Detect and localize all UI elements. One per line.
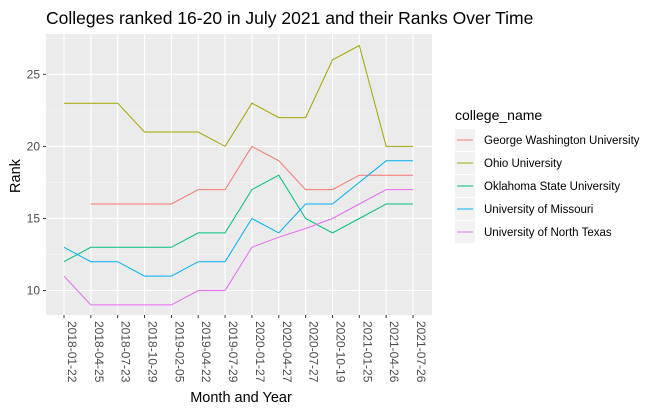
y-tick-label: 20 [27,139,41,153]
x-tick-label: 2020-04-27 [280,321,294,383]
series-lines [63,44,413,306]
legend-item-label: Oklahoma State University [484,181,620,193]
x-tick-label: 2019-07-29 [226,321,240,383]
x-tick-label: 2019-04-22 [199,321,213,383]
x-tick-label: 2020-10-19 [333,321,347,383]
y-tick-label: 25 [27,67,41,81]
legend[interactable]: college_name George Washington Universit… [455,107,640,243]
x-axis: 2018-01-22 2018-04-25 2018-07-23 2018-10-29… [63,315,428,383]
series-line-3 [63,160,413,277]
x-tick-label: 2018-10-29 [146,321,160,383]
y-axis-title: Rank [8,158,24,193]
y-axis: 10 15 20 25 [27,67,46,298]
legend-title: college_name [455,107,542,123]
x-tick-label: 2018-01-22 [65,321,79,383]
grid-major [46,34,432,315]
x-tick-label: 2018-07-23 [119,321,133,383]
y-tick-label: 10 [27,284,41,298]
x-tick-label: 2020-07-27 [307,321,321,383]
legend-item-label: University of North Texas [484,227,612,239]
x-tick-label: 2021-04-26 [387,321,401,383]
x-tick-label: 2021-01-25 [360,321,374,383]
x-tick-label: 2020-01-27 [253,321,267,383]
series-line-4 [63,189,413,306]
legend-item-label: George Washington University [484,135,640,147]
x-tick-label: 2019-02-05 [172,321,186,383]
chart-title: Colleges ranked 16-20 in July 2021 and t… [46,8,533,28]
grid-minor [46,38,432,255]
x-axis-title: Month and Year [190,390,292,406]
series-line-2 [63,174,413,263]
x-tick-label: 2021-07-26 [414,321,428,383]
series-line-0 [90,145,413,205]
legend-item-label: University of Missouri [484,204,593,216]
plot-panel [46,34,432,315]
legend-item-label: Ohio University [484,158,562,170]
x-tick-label: 2018-04-25 [92,321,106,383]
series-line-1 [64,44,413,148]
y-tick-label: 15 [27,211,41,225]
